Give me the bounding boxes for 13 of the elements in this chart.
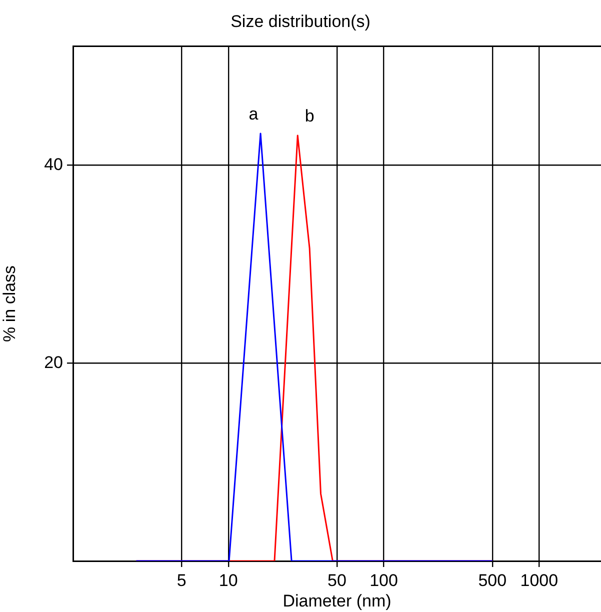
y-axis-title: % in class: [0, 265, 19, 342]
series-label: a: [248, 104, 259, 124]
chart-title: Size distribution(s): [230, 12, 370, 31]
x-axis-title: Diameter (nm): [282, 591, 392, 610]
x-tick-label: 500: [478, 570, 507, 590]
y-tick-label: 20: [44, 352, 63, 372]
x-tick-label: 5: [176, 570, 186, 590]
x-tick-label: 10: [218, 570, 238, 590]
y-tick-label: 40: [44, 154, 63, 174]
x-tick-label: 1000: [520, 570, 558, 590]
x-tick-label: 100: [370, 570, 398, 590]
series-label: b: [304, 106, 314, 126]
x-tick-label: 50: [328, 570, 346, 590]
